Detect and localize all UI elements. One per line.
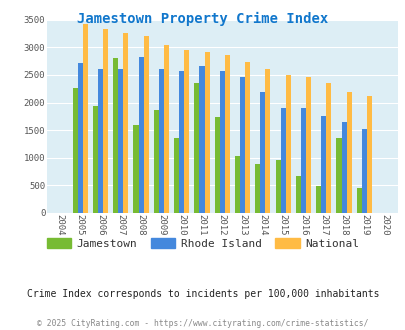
Bar xyxy=(179,71,184,213)
Bar xyxy=(300,108,305,213)
Bar xyxy=(77,63,83,213)
Bar xyxy=(280,108,285,213)
Bar xyxy=(138,57,143,213)
Bar xyxy=(153,110,158,213)
Bar xyxy=(260,92,265,213)
Bar xyxy=(295,177,300,213)
Bar xyxy=(93,106,98,213)
Bar xyxy=(174,138,179,213)
Bar xyxy=(224,54,229,213)
Bar xyxy=(158,69,164,213)
Bar xyxy=(366,96,371,213)
Text: Crime Index corresponds to incidents per 100,000 inhabitants: Crime Index corresponds to incidents per… xyxy=(27,289,378,299)
Bar xyxy=(285,75,290,213)
Bar xyxy=(184,50,189,213)
Bar xyxy=(214,117,219,213)
Bar xyxy=(98,69,103,213)
Bar xyxy=(245,62,249,213)
Bar xyxy=(305,77,310,213)
Bar xyxy=(133,125,138,213)
Bar xyxy=(255,164,260,213)
Bar xyxy=(204,52,209,213)
Bar xyxy=(275,160,280,213)
Legend: Jamestown, Rhode Island, National: Jamestown, Rhode Island, National xyxy=(42,234,363,253)
Bar xyxy=(143,36,148,213)
Bar xyxy=(199,66,204,213)
Bar xyxy=(346,91,351,213)
Bar xyxy=(336,138,341,213)
Bar xyxy=(123,33,128,213)
Text: Jamestown Property Crime Index: Jamestown Property Crime Index xyxy=(77,12,328,26)
Bar xyxy=(103,29,108,213)
Bar xyxy=(72,88,77,213)
Bar xyxy=(356,188,361,213)
Bar xyxy=(361,129,366,213)
Text: © 2025 CityRating.com - https://www.cityrating.com/crime-statistics/: © 2025 CityRating.com - https://www.city… xyxy=(37,319,368,328)
Bar xyxy=(239,77,245,213)
Bar xyxy=(113,58,118,213)
Bar xyxy=(234,156,239,213)
Bar xyxy=(194,83,199,213)
Bar xyxy=(83,24,87,213)
Bar xyxy=(265,69,270,213)
Bar xyxy=(315,186,320,213)
Bar xyxy=(341,122,346,213)
Bar xyxy=(219,71,224,213)
Bar xyxy=(164,45,168,213)
Bar xyxy=(320,116,326,213)
Bar xyxy=(118,69,123,213)
Bar xyxy=(326,83,330,213)
